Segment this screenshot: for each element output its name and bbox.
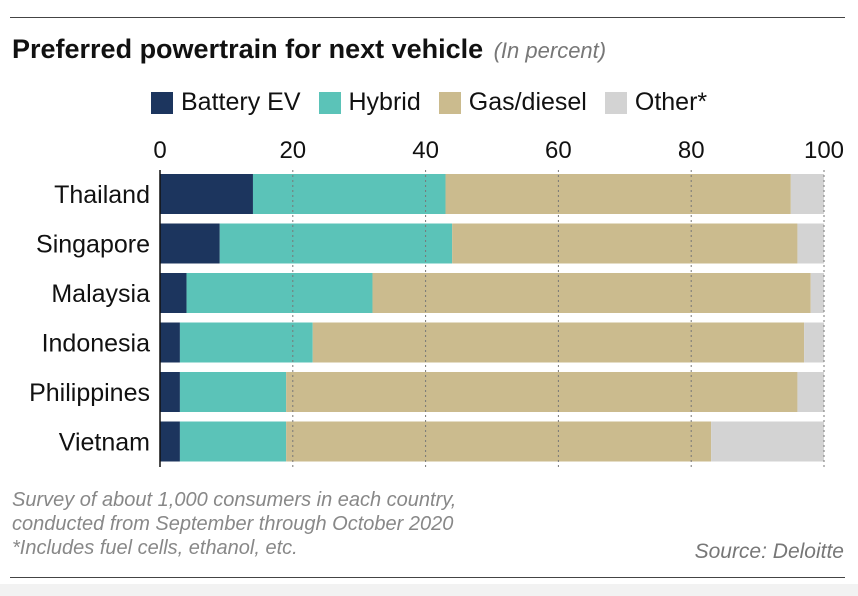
legend-swatch-hybrid <box>318 91 341 114</box>
bar-malaysia-gas-diesel <box>372 273 811 313</box>
legend-label-gas-diesel: Gas/diesel <box>468 88 587 116</box>
bar-thailand-hybrid <box>252 174 446 214</box>
legend-item-battery-ev: Battery EV <box>151 88 301 117</box>
bottom-rule <box>10 577 845 578</box>
x-tick-label-80: 80 <box>678 137 705 164</box>
bar-malaysia-hybrid <box>186 273 373 313</box>
category-label-vietnam: Vietnam <box>59 429 150 457</box>
bar-vietnam-gas-diesel <box>286 421 712 462</box>
bar-vietnam-hybrid <box>179 421 287 462</box>
category-label-singapore: Singapore <box>36 231 150 259</box>
bar-singapore-hybrid <box>219 223 453 264</box>
bar-malaysia-battery-ev <box>160 273 187 313</box>
legend-label-other: Other* <box>634 88 708 116</box>
stacked-bar-chart: 0 20 40 60 80 100 Thailand Singapore Malaysia Ind… <box>29 137 844 467</box>
legend-item-gas-diesel: Gas/diesel <box>438 88 587 117</box>
bar-philippines-gas-diesel <box>286 372 798 412</box>
chart-title: Preferred powertrain for next vehicle <box>12 34 484 64</box>
x-tick-label-100: 100 <box>804 137 844 164</box>
bottom-fade <box>0 584 858 596</box>
x-tick-label-0: 0 <box>153 137 166 164</box>
bar-singapore-other <box>797 223 824 264</box>
x-tick-label-40: 40 <box>412 137 439 164</box>
source-credit: Source: Deloitte <box>694 540 844 563</box>
bar-malaysia-other <box>810 273 824 313</box>
chart-legend: Battery EV Hybrid Gas/diesel Other* <box>151 88 725 117</box>
bar-thailand-gas-diesel <box>445 174 791 214</box>
legend-item-other: Other* <box>604 88 708 117</box>
bar-singapore-battery-ev <box>160 223 220 264</box>
bar-thailand-other <box>790 174 824 214</box>
category-label-malaysia: Malaysia <box>51 280 150 308</box>
category-label-thailand: Thailand <box>54 181 150 209</box>
chart-subtitle: (In percent) <box>493 38 607 63</box>
note-line-2: conducted from September through October… <box>12 513 454 535</box>
legend-swatch-other <box>604 91 627 114</box>
bar-indonesia-other <box>804 322 824 363</box>
chart-notes: Survey of about 1,000 consumers in each … <box>12 488 456 560</box>
bar-philippines-battery-ev <box>160 372 180 412</box>
x-tick-label-60: 60 <box>545 137 572 164</box>
bar-indonesia-battery-ev <box>160 322 180 363</box>
bar-singapore-gas-diesel <box>452 223 798 264</box>
bar-vietnam-battery-ev <box>160 421 180 462</box>
category-label-indonesia: Indonesia <box>42 330 151 358</box>
note-line-1: Survey of about 1,000 consumers in each … <box>12 489 457 511</box>
note-line-3: *Includes fuel cells, ethanol, etc. <box>12 537 298 559</box>
bar-philippines-other <box>797 372 824 412</box>
legend-swatch-battery-ev <box>151 91 173 114</box>
chart-title-row: Preferred powertrain for next vehicle (I… <box>12 34 606 65</box>
category-label-philippines: Philippines <box>29 379 150 407</box>
legend-item-hybrid: Hybrid <box>318 88 421 117</box>
top-rule <box>10 17 845 18</box>
x-tick-label-20: 20 <box>279 137 306 164</box>
bar-philippines-hybrid <box>179 372 287 412</box>
legend-label-hybrid: Hybrid <box>348 88 421 116</box>
bar-vietnam-other <box>711 421 824 462</box>
bar-thailand-battery-ev <box>160 174 253 214</box>
legend-label-battery-ev: Battery EV <box>181 88 301 116</box>
legend-swatch-gas-diesel <box>438 91 461 114</box>
bar-indonesia-hybrid <box>179 322 313 363</box>
